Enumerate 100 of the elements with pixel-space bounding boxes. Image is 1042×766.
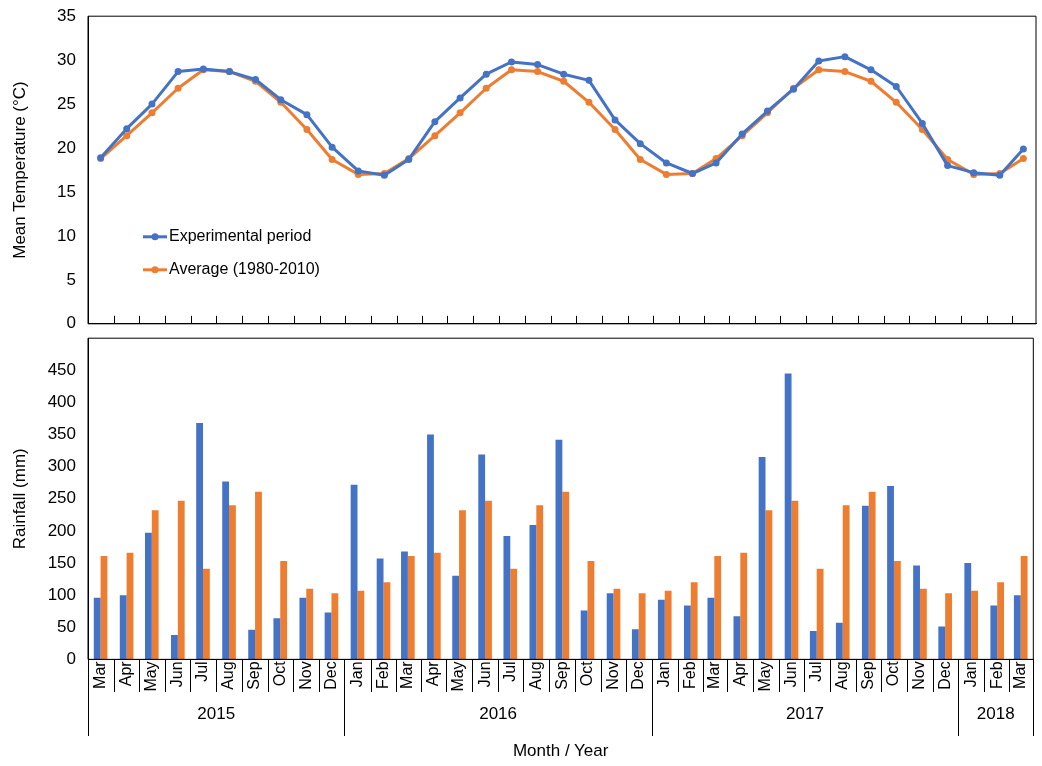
bar bbox=[1013, 595, 1021, 660]
point bbox=[328, 143, 336, 151]
point bbox=[456, 94, 464, 102]
point bbox=[662, 159, 670, 167]
bar bbox=[657, 599, 665, 660]
point bbox=[611, 126, 619, 134]
point bbox=[507, 58, 515, 66]
bar bbox=[203, 568, 210, 660]
point bbox=[1019, 145, 1027, 153]
y-tick-label: 150 bbox=[47, 552, 76, 572]
y-tick-label: 50 bbox=[57, 616, 76, 636]
point bbox=[944, 162, 952, 170]
point bbox=[585, 76, 593, 84]
x-tick-label: Jul bbox=[807, 661, 825, 682]
bar bbox=[177, 500, 185, 660]
bar bbox=[683, 605, 691, 660]
point bbox=[482, 70, 490, 78]
bar bbox=[306, 588, 314, 660]
x-tick-label: Feb bbox=[987, 661, 1005, 689]
point bbox=[841, 53, 849, 61]
x-tick-label: Mar bbox=[91, 660, 108, 689]
point bbox=[174, 84, 182, 92]
point bbox=[892, 98, 900, 106]
y-tick-label: 25 bbox=[57, 93, 76, 113]
point bbox=[867, 77, 875, 85]
x-tick-label: Oct bbox=[270, 660, 288, 687]
y-tick-label: 5 bbox=[66, 269, 76, 289]
legend-label: Average (1980-2010) bbox=[169, 260, 320, 278]
text: 2016 bbox=[479, 703, 518, 723]
bar bbox=[971, 590, 979, 660]
bar bbox=[119, 595, 127, 660]
bar bbox=[331, 593, 339, 660]
x-tick-label: Jun bbox=[475, 661, 493, 688]
y-tick-label: 350 bbox=[47, 424, 76, 444]
x-tick-label: Jan bbox=[347, 661, 365, 688]
bar bbox=[280, 561, 288, 660]
x-tick-label: Sep bbox=[552, 661, 570, 690]
bar bbox=[427, 434, 434, 660]
bar bbox=[707, 597, 715, 660]
x-tick-label: Mar bbox=[704, 660, 722, 689]
point bbox=[328, 155, 336, 163]
point bbox=[841, 68, 849, 76]
bar bbox=[606, 593, 614, 660]
point bbox=[174, 68, 182, 76]
bar bbox=[144, 532, 152, 660]
point bbox=[148, 109, 156, 117]
bar bbox=[938, 626, 946, 660]
x-tick-label: Nov bbox=[296, 661, 314, 690]
y-tick-label: 0 bbox=[66, 649, 76, 669]
y-tick-label: 15 bbox=[57, 181, 76, 201]
y-tick-label: 30 bbox=[57, 49, 76, 69]
x-axis-title: Month / Year bbox=[512, 741, 609, 761]
bar bbox=[255, 491, 262, 660]
x-tick-label: Dec bbox=[321, 661, 339, 690]
bar bbox=[861, 505, 869, 660]
bar bbox=[997, 582, 1005, 660]
bar bbox=[887, 485, 894, 660]
bar bbox=[868, 491, 876, 660]
bar bbox=[401, 551, 408, 660]
point bbox=[892, 83, 900, 91]
bar bbox=[784, 373, 792, 660]
point bbox=[815, 57, 823, 65]
point bbox=[560, 77, 568, 85]
bar bbox=[580, 610, 588, 660]
x-tick-label: Aug bbox=[219, 661, 237, 690]
x-tick-label: May bbox=[755, 661, 773, 692]
point bbox=[636, 155, 644, 163]
x-tick-label: Jul bbox=[500, 661, 518, 682]
point bbox=[662, 170, 670, 178]
point bbox=[482, 84, 490, 92]
x-tick-label: Oct bbox=[884, 660, 902, 687]
x-tick-label: Nov bbox=[910, 661, 928, 690]
bar bbox=[638, 593, 646, 660]
x-tick-label: Nov bbox=[603, 661, 621, 690]
text: 2015 bbox=[197, 703, 236, 723]
point bbox=[1019, 155, 1027, 163]
x-tick-label: Dec bbox=[935, 661, 953, 690]
point bbox=[534, 61, 542, 69]
bar bbox=[893, 561, 901, 660]
y-tick-label: 200 bbox=[47, 520, 76, 540]
point bbox=[918, 119, 926, 127]
bar bbox=[1020, 555, 1028, 660]
y-tick-label: 100 bbox=[47, 584, 76, 604]
y-tick-label: 250 bbox=[47, 488, 76, 508]
point bbox=[534, 68, 542, 76]
point bbox=[712, 159, 720, 167]
bar bbox=[459, 510, 466, 660]
bar bbox=[376, 558, 384, 660]
point bbox=[611, 116, 619, 124]
y-tick-label: 35 bbox=[57, 5, 76, 25]
point bbox=[867, 66, 875, 74]
bar bbox=[357, 590, 365, 660]
x-tick-label: Apr bbox=[424, 660, 442, 687]
x-tick-label: Sep bbox=[859, 661, 877, 690]
bar bbox=[809, 631, 817, 660]
text: 2017 bbox=[786, 703, 824, 723]
x-tick-label: Feb bbox=[373, 661, 391, 689]
bar bbox=[816, 568, 824, 660]
y-axis-title: Mean Temperature (°C) bbox=[9, 81, 29, 259]
bar bbox=[919, 588, 927, 660]
